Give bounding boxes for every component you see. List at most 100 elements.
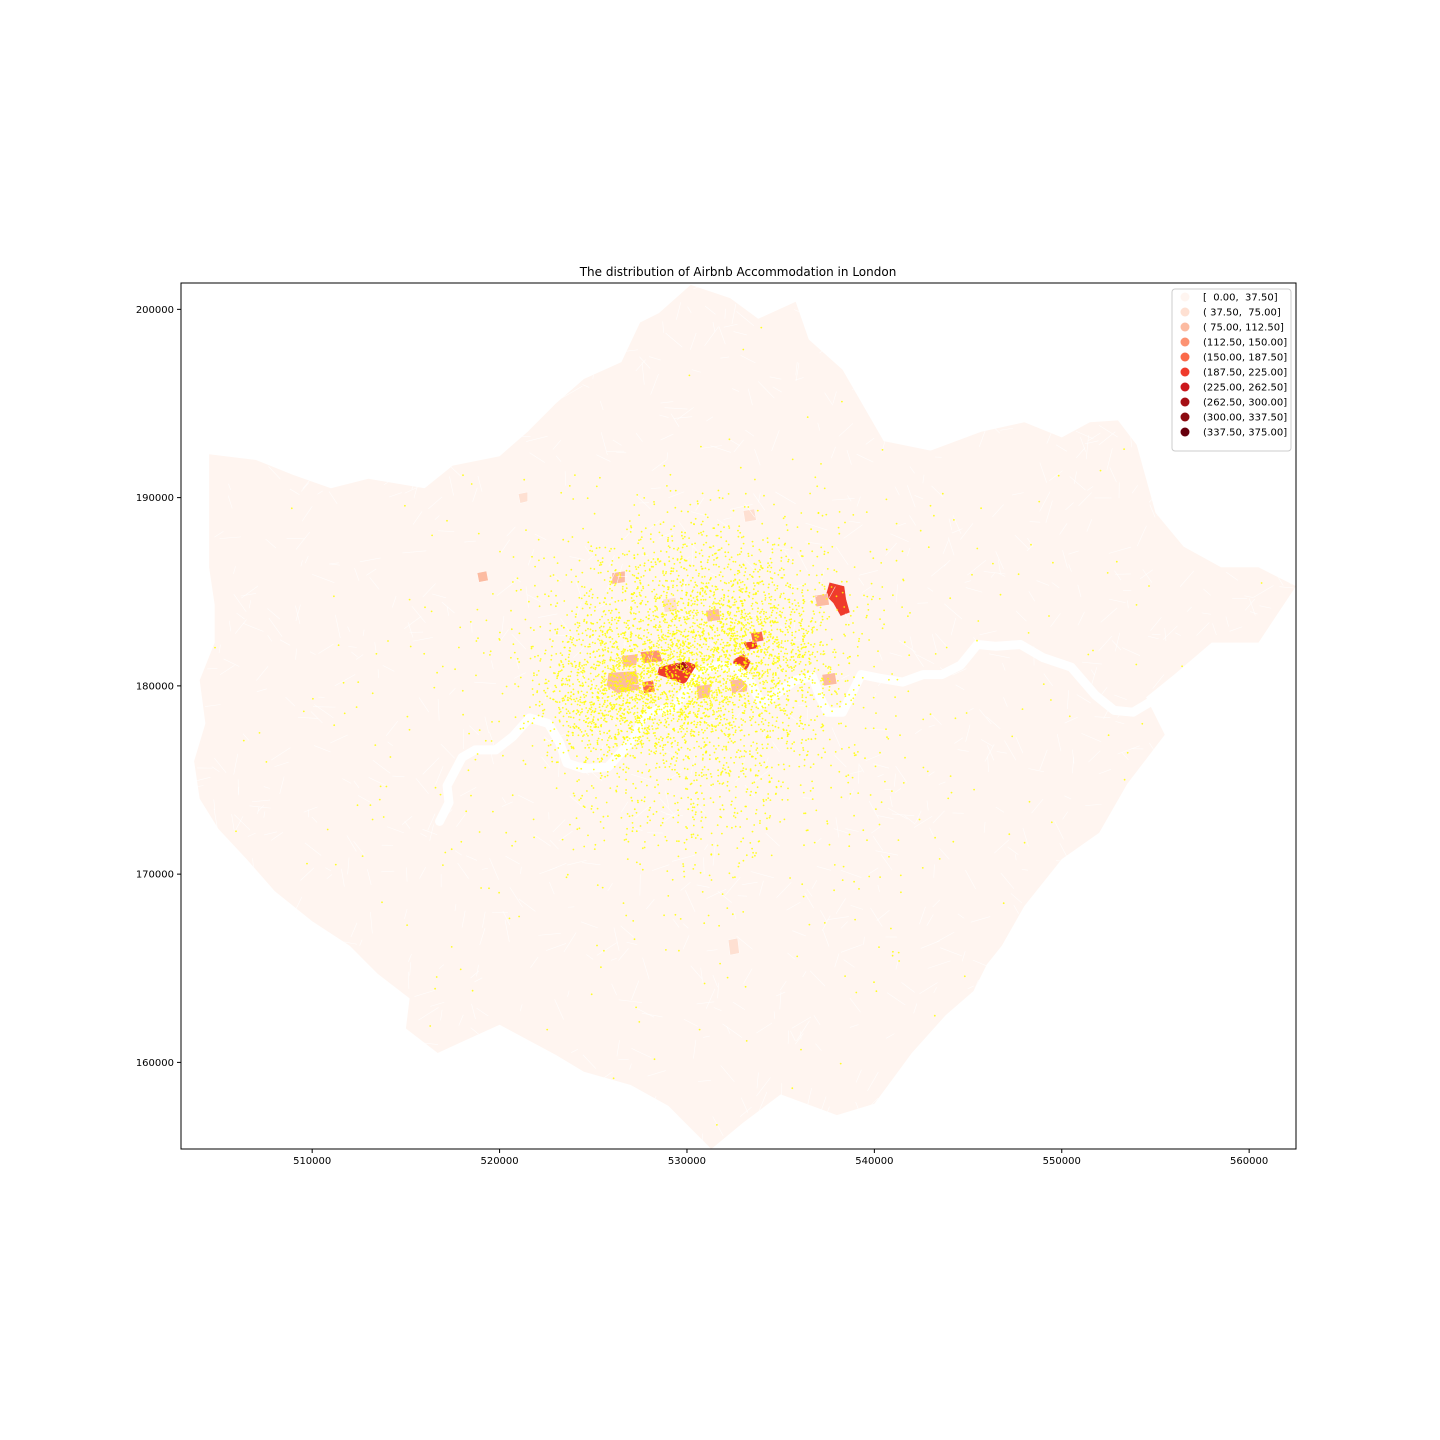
airbnb-point [848,662,851,665]
airbnb-point [672,567,675,570]
airbnb-point [697,689,700,691]
airbnb-point [609,656,612,659]
airbnb-point [755,706,758,709]
airbnb-point [743,666,745,669]
boundary-line [670,413,680,428]
airbnb-point [582,669,585,672]
airbnb-point [690,721,693,724]
airbnb-point [780,646,783,649]
airbnb-point [655,645,658,648]
airbnb-point [732,627,734,630]
airbnb-point [632,782,635,785]
airbnb-point [742,642,745,644]
airbnb-point [765,679,767,682]
airbnb-point [620,694,623,697]
boundary-line [513,672,526,679]
airbnb-point [719,614,722,617]
airbnb-point [736,622,739,625]
airbnb-point [753,628,756,631]
boundary-line [928,771,935,777]
airbnb-point [736,637,739,640]
airbnb-point [612,707,614,710]
airbnb-point [781,682,783,685]
airbnb-point [641,711,644,714]
airbnb-point [646,636,648,639]
airbnb-point [636,719,638,722]
airbnb-point [656,660,658,663]
airbnb-point [666,696,669,699]
airbnb-point [550,603,552,606]
airbnb-point [575,613,578,616]
airbnb-point [745,645,748,647]
boundary-line [418,1007,439,1021]
boundary-line [242,623,264,632]
boundary-line [1250,611,1258,615]
airbnb-point [759,645,762,648]
airbnb-point [741,635,744,638]
airbnb-point [627,705,629,708]
airbnb-point [790,665,792,668]
airbnb-point [687,604,689,607]
airbnb-point [611,706,614,708]
airbnb-point [683,668,686,670]
airbnb-point [842,652,845,655]
airbnb-point [599,772,602,775]
airbnb-point [765,611,768,614]
airbnb-point [643,562,646,565]
airbnb-point [626,694,629,696]
airbnb-point [721,618,724,620]
airbnb-point [717,707,720,710]
boundary-line [611,718,623,727]
airbnb-point [762,583,765,586]
airbnb-point [674,632,677,635]
boundary-line [387,826,404,834]
airbnb-point [771,609,774,612]
airbnb-point [544,682,547,685]
airbnb-point [789,730,791,733]
airbnb-point [602,692,605,695]
airbnb-point [650,647,653,650]
boundary-line [865,437,875,445]
airbnb-point [709,797,712,799]
airbnb-point [713,641,716,644]
airbnb-point [736,630,739,633]
airbnb-point [676,656,679,658]
boundary-line [563,932,577,953]
boundary-line [1010,893,1023,904]
airbnb-point [644,648,646,651]
boundary-line [909,466,915,474]
airbnb-point [719,715,722,718]
airbnb-point [779,610,781,613]
boundary-line [274,761,289,768]
airbnb-point [742,773,745,775]
airbnb-point [576,678,579,681]
airbnb-point [846,679,849,682]
airbnb-point [619,709,622,711]
airbnb-point [747,647,750,650]
airbnb-point [683,616,685,619]
boundary-line [1108,546,1132,554]
airbnb-point [538,605,541,608]
airbnb-point [626,619,629,622]
airbnb-point [703,741,706,743]
airbnb-point [621,662,624,664]
airbnb-point [613,694,616,697]
boundary-line [600,432,608,456]
airbnb-point [609,658,611,661]
airbnb-point [608,550,611,552]
airbnb-point [760,659,763,662]
airbnb-point [803,668,806,671]
airbnb-point [767,690,769,693]
boundary-line [402,550,427,554]
airbnb-point [725,727,728,729]
airbnb-point [718,690,721,693]
airbnb-point [755,643,757,646]
airbnb-point [711,585,714,587]
airbnb-point [724,664,727,667]
airbnb-point [735,645,738,648]
airbnb-point [709,707,711,710]
airbnb-point [651,728,654,730]
airbnb-point [852,610,855,612]
boundary-line [1000,427,1014,431]
boundary-line [464,540,476,543]
